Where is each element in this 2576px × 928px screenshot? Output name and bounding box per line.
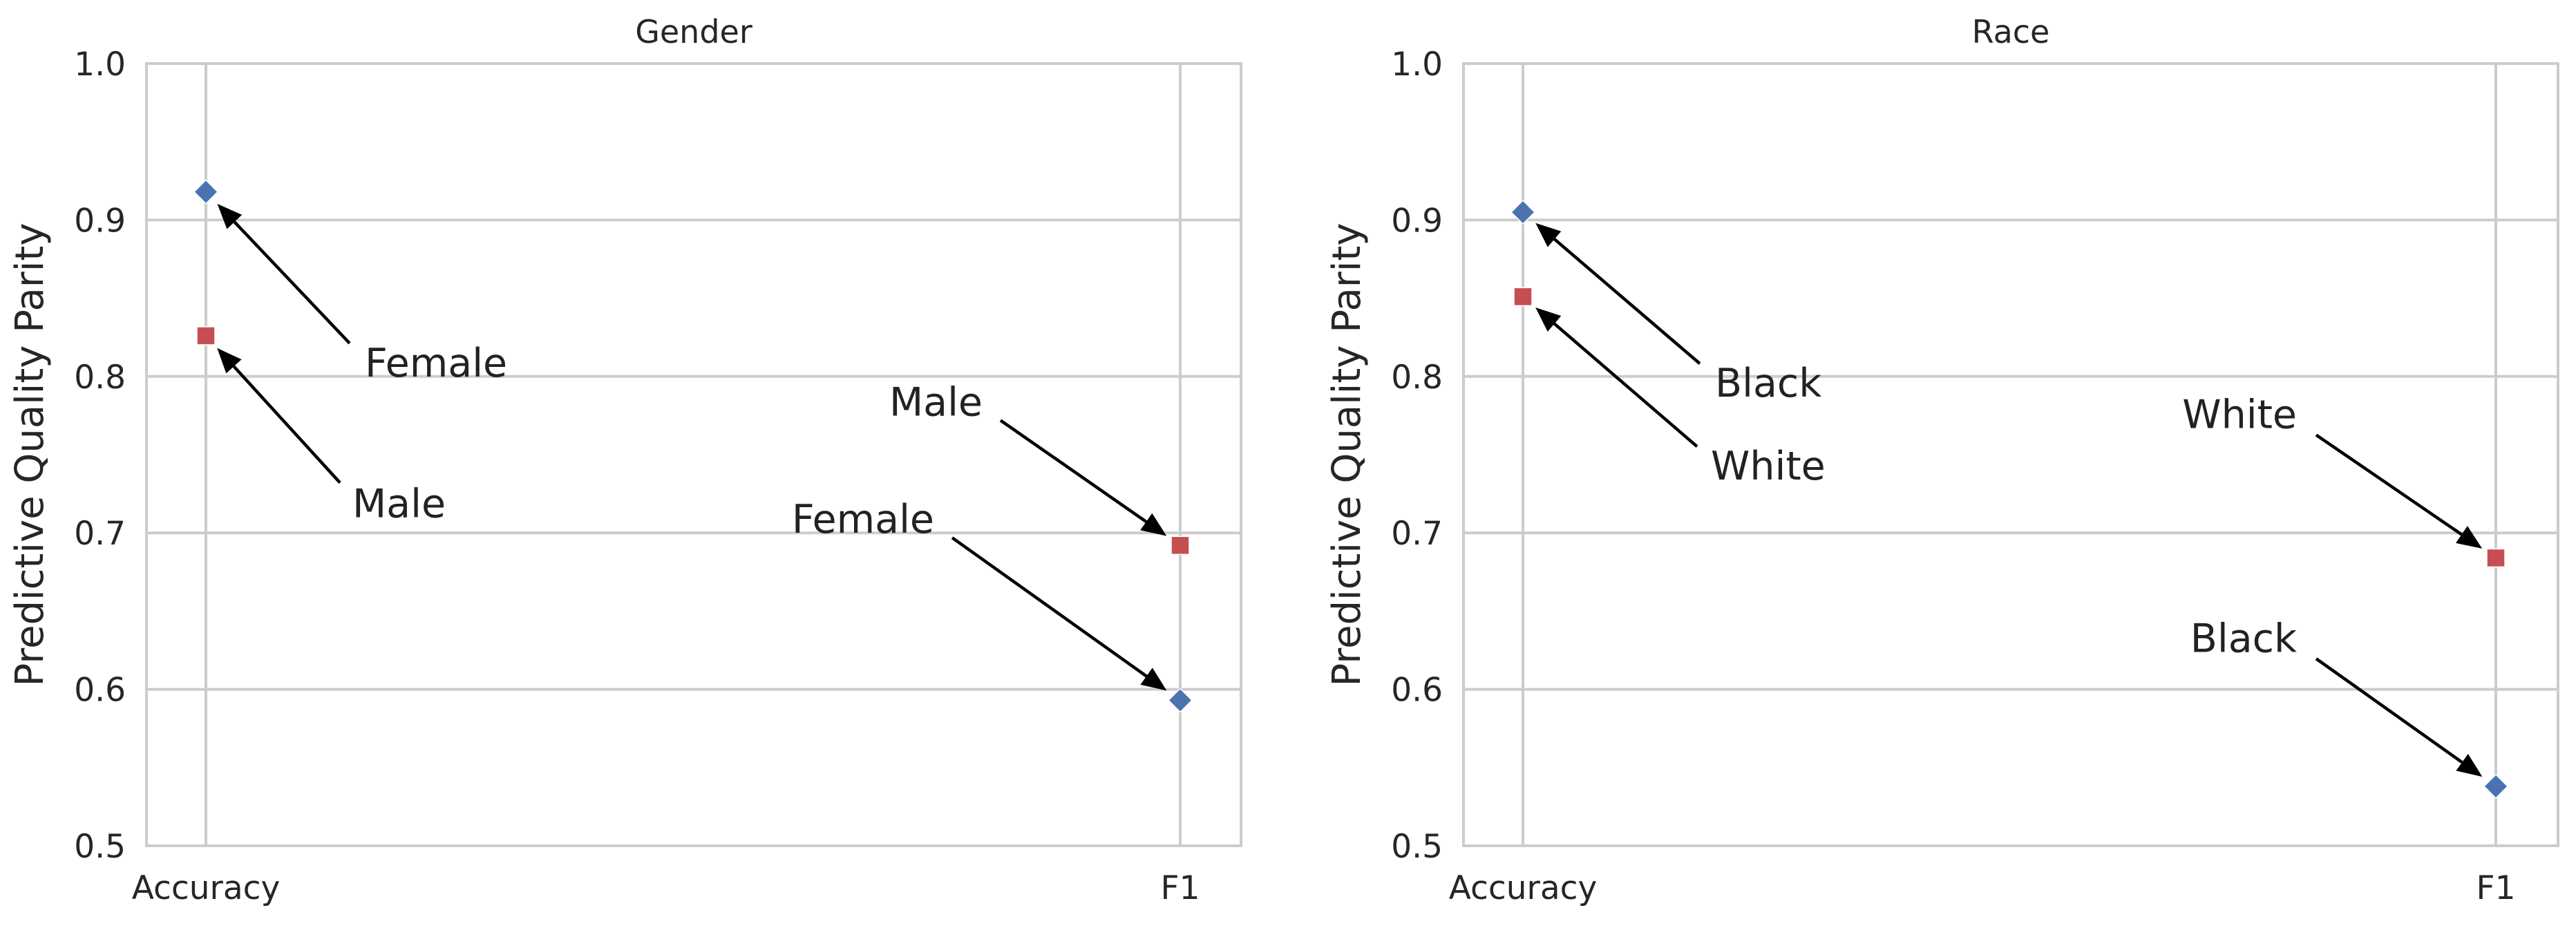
panel-gender: 0.5 0.6 0.7 0.8 0.9 1.0 Accuracy F1 Gender Predic…	[8, 13, 1242, 907]
annotation-label: Female	[365, 341, 507, 386]
arrow-head	[1140, 667, 1167, 691]
chart-title: Race	[1972, 13, 2050, 50]
arrow-head	[1535, 222, 1562, 247]
arrow-head	[2456, 526, 2483, 549]
y-tick-label: 0.5	[74, 828, 126, 866]
arrow-head	[1140, 513, 1167, 536]
annotation-label: Female	[792, 497, 934, 542]
y-tick-label: 0.9	[74, 202, 126, 240]
point-black	[1510, 200, 1536, 225]
y-tick-label: 0.7	[74, 515, 126, 553]
annotation-label: Black	[1715, 361, 1821, 406]
annotation-arrow	[1553, 238, 1701, 365]
y-tick-label: 0.9	[1391, 202, 1443, 240]
panel-race: 0.5 0.6 0.7 0.8 0.9 1.0 Accuracy F1 Race Predicti…	[1325, 13, 2559, 907]
annotation-arrow	[999, 419, 1148, 523]
arrow-head	[1535, 307, 1562, 332]
annotation-label: Male	[889, 379, 983, 425]
y-tick-label: 1.0	[74, 46, 126, 84]
annotation-arrow	[1553, 322, 1698, 448]
annotation-arrow	[951, 536, 1148, 678]
point-white	[2486, 548, 2506, 568]
annotation-arrow	[2315, 433, 2463, 536]
y-axis-label: Predictive Quality Parity	[1325, 223, 1370, 687]
annotation-arrow	[233, 220, 351, 345]
plot-frame	[145, 62, 1242, 847]
point-female	[1167, 688, 1193, 713]
y-tick-label: 0.7	[1391, 515, 1443, 553]
x-tick-label: Accuracy	[132, 869, 281, 907]
annotation-label: Black	[2190, 616, 2297, 661]
annotation-label: White	[2182, 392, 2297, 438]
x-tick-label: F1	[2476, 869, 2516, 907]
point-white	[1513, 287, 1533, 307]
y-tick-label: 1.0	[1391, 46, 1443, 84]
y-tick-label: 0.8	[1391, 359, 1443, 397]
y-tick-label: 0.6	[1391, 672, 1443, 710]
x-tick-label: F1	[1161, 869, 1200, 907]
x-tick-label: Accuracy	[1449, 869, 1598, 907]
y-tick-label: 0.8	[74, 359, 126, 397]
arrow-head	[2456, 753, 2483, 777]
y-tick-label: 0.6	[74, 672, 126, 710]
annotation-label: White	[1711, 444, 1826, 489]
arrow-head	[217, 348, 242, 374]
arrow-head	[217, 204, 243, 229]
plot-frame	[1462, 62, 2559, 847]
point-male	[196, 326, 216, 345]
point-female	[193, 179, 219, 205]
annotation-arrow	[2315, 657, 2463, 764]
annotation-arrow	[232, 365, 341, 484]
point-black	[2483, 773, 2509, 799]
y-axis-label: Predictive Quality Parity	[8, 223, 53, 687]
y-tick-label: 0.5	[1391, 828, 1443, 866]
chart-title: Gender	[635, 13, 752, 50]
point-male	[1171, 536, 1190, 556]
annotation-label: Male	[352, 482, 446, 527]
